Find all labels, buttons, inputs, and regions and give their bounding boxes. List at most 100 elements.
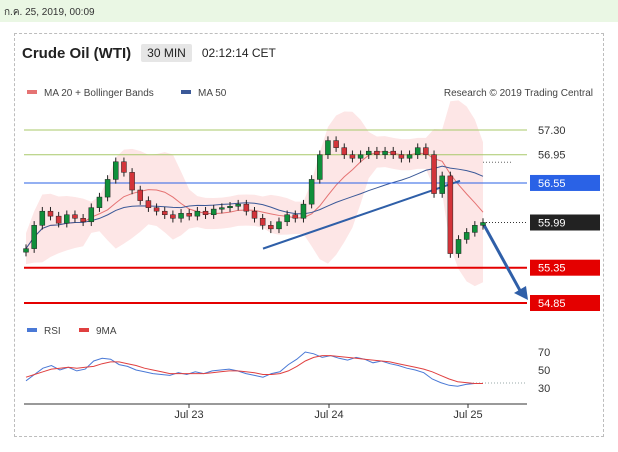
level-label-56.55: 56.55	[538, 178, 566, 190]
candle-body	[186, 213, 192, 217]
rsi-tick-30: 30	[538, 383, 550, 395]
candle-body	[325, 140, 331, 155]
candle-body	[161, 210, 168, 215]
candle-body	[23, 248, 29, 253]
candle-body	[284, 214, 290, 223]
candle-body	[439, 175, 445, 194]
candle-body	[292, 214, 299, 219]
candle-body	[113, 161, 119, 180]
candle-body	[153, 207, 160, 212]
timestamp-bar: ก.ค. 25, 2019, 00:09	[0, 0, 618, 22]
x-tick-label: Jul 23	[174, 409, 203, 421]
level-label-54.85: 54.85	[538, 298, 566, 310]
timeframe-badge[interactable]: 30 MIN	[141, 44, 192, 62]
candle-body	[463, 232, 470, 240]
candle-body	[300, 203, 307, 219]
level-badge-55.35	[530, 259, 600, 276]
candle-body	[423, 147, 429, 155]
rsi-tick-50: 50	[538, 365, 550, 377]
candle-body	[308, 179, 315, 205]
candle-body	[349, 154, 356, 159]
candle-body	[235, 203, 241, 207]
ma20-legend-swatch	[27, 90, 37, 94]
candle-body	[129, 172, 135, 191]
level-badge-55.99	[530, 214, 600, 231]
rsi-tick-70: 70	[538, 347, 550, 359]
candle-body	[227, 206, 233, 209]
candle-body	[178, 213, 184, 219]
candle-body	[72, 214, 78, 219]
candle-body	[382, 150, 388, 155]
timestamp: ก.ค. 25, 2019, 00:09	[4, 7, 95, 18]
chart-header: Crude Oil (WTI) 30 MIN 02:12:14 CET	[22, 43, 276, 63]
candle-body	[341, 147, 348, 155]
level-badge-54.85	[530, 295, 600, 311]
support-trendline	[262, 179, 461, 250]
rsi-line	[25, 351, 483, 387]
candle-body	[366, 150, 372, 155]
level-label-55.99: 55.99	[538, 218, 566, 230]
candle-body	[431, 154, 437, 194]
candle-body	[64, 214, 70, 224]
x-axis: Jul 23 Jul 24 Jul 25	[24, 403, 527, 421]
candle-body	[194, 210, 201, 217]
candle-body	[202, 210, 209, 215]
candle-body	[259, 218, 266, 226]
rsi-legend-swatch	[27, 328, 37, 332]
level-label-57.30: 57.30	[538, 125, 566, 137]
rsi-legend-label: RSI	[44, 326, 61, 337]
candle-body	[80, 218, 86, 223]
candle-body	[55, 215, 62, 224]
bollinger-band-fill	[26, 100, 483, 287]
candle-body	[390, 150, 396, 155]
candle-body	[480, 222, 486, 226]
candle-body	[472, 225, 478, 233]
level-labels: 57.30 56.95 56.55 55.99 55.35 54.85	[530, 125, 600, 311]
candle-body	[414, 147, 421, 155]
level-label-56.95: 56.95	[538, 150, 566, 162]
candle-body	[104, 179, 111, 198]
ma50-line	[25, 165, 484, 249]
candle-body	[47, 210, 54, 217]
level-label-55.35: 55.35	[538, 263, 566, 275]
candle-body	[219, 207, 225, 210]
bollinger-bands	[25, 100, 512, 287]
clock: 02:12:14 CET	[201, 46, 276, 60]
candle-body	[447, 175, 454, 254]
candle-body	[88, 207, 95, 223]
candle-body	[276, 221, 282, 230]
candle-body	[39, 210, 46, 226]
candle-body	[96, 196, 103, 208]
x-tick-label: Jul 25	[453, 409, 482, 421]
candle-body	[145, 200, 152, 208]
candle-body	[31, 225, 37, 249]
instrument-title: Crude Oil (WTI)	[22, 44, 132, 62]
ma20-legend-label: MA 20 + Bollinger Bands	[44, 88, 154, 99]
candle-body	[317, 154, 323, 180]
candle-body	[268, 225, 274, 230]
trendlines	[262, 179, 528, 300]
candle-body	[243, 203, 250, 212]
rsi-ma-legend-swatch	[79, 328, 89, 332]
candle-body	[121, 161, 127, 173]
x-tick-label: Jul 24	[314, 409, 343, 421]
candle-body	[455, 239, 462, 254]
rsi-panel: 30 50 70	[25, 347, 550, 395]
candle-body	[170, 214, 176, 219]
candle-body	[333, 140, 339, 148]
candle-body	[406, 154, 413, 159]
candle-body	[251, 210, 258, 219]
ma50-legend-label: MA 50	[198, 88, 227, 99]
rsi-ma-legend-label: 9MA	[96, 326, 117, 337]
level-badge-56.55	[530, 174, 600, 191]
ma50-legend-swatch	[181, 90, 191, 94]
candle-body	[137, 189, 143, 201]
candle-body	[357, 154, 364, 159]
candles	[23, 136, 486, 258]
projection-arrow	[481, 222, 525, 297]
candle-body	[210, 208, 217, 215]
projection-arrowhead	[514, 286, 528, 300]
candle-body	[374, 150, 380, 155]
rsi-ma-line	[25, 355, 483, 384]
